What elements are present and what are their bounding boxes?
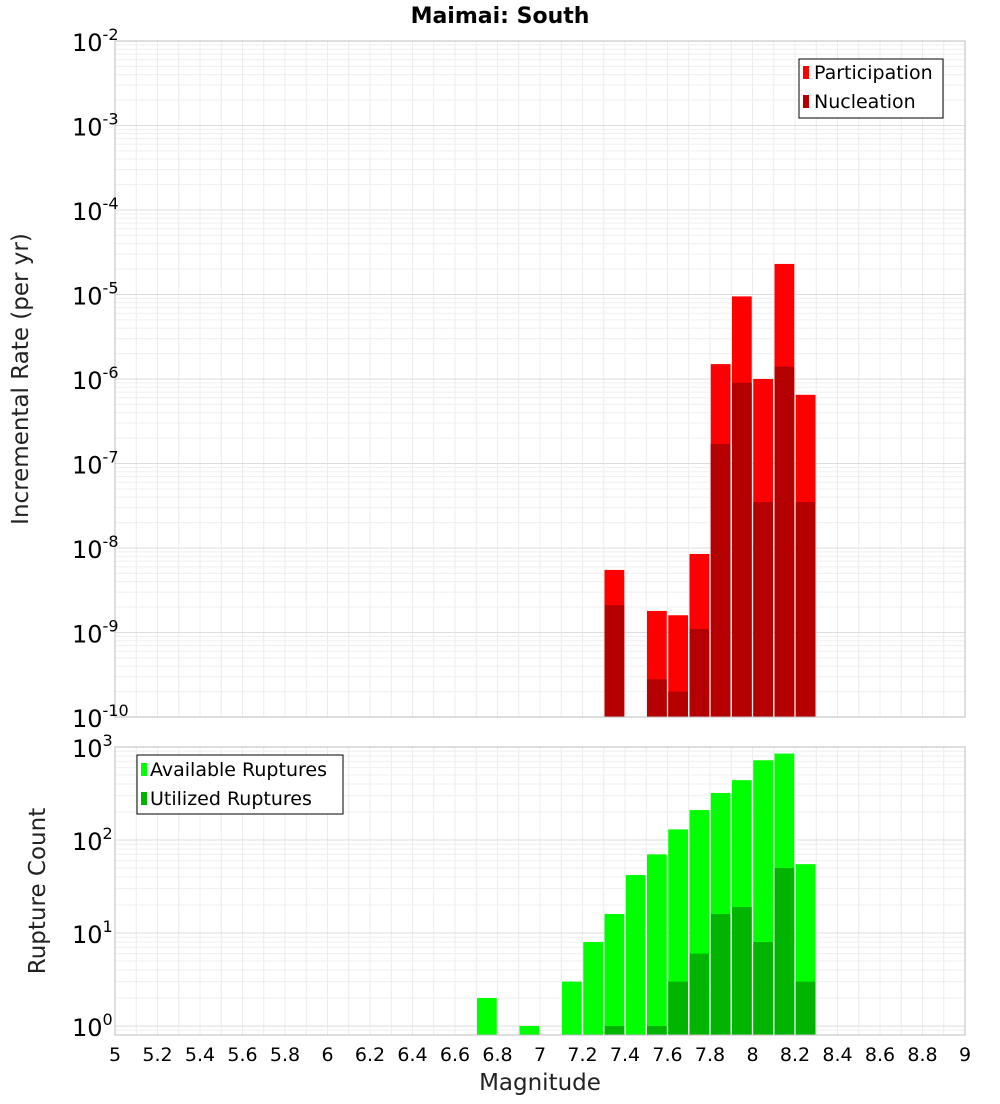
- x-tick-label: 5: [109, 1044, 121, 1066]
- count-bar-series-a: [562, 981, 582, 1035]
- count-bar-series-a: [647, 854, 667, 1035]
- rate-bar-series-b: [774, 366, 795, 717]
- x-tick-label: 6.4: [397, 1044, 427, 1066]
- count-bar-series-b: [604, 1025, 625, 1035]
- x-axis-ticks: 5 5.2 5.4 5.6 5.8 6 6.2 6.4 6.6 6.8 7 7.2 7.4 7.6 7.8 8…: [109, 1044, 971, 1066]
- y-tick-label: 10-6: [72, 363, 119, 395]
- count-plot-frame: [114, 746, 966, 1036]
- legend-label-nucleation: Nucleation: [814, 91, 916, 113]
- count-bar-series-b: [753, 942, 773, 1035]
- x-tick-label: 9: [959, 1044, 971, 1066]
- y-tick-label: 10-5: [72, 279, 119, 311]
- rate-plot-y-ticks: 10-10 10-9 10-8 10-7 10-6 10-5 10-4 10-3 10-2: [72, 25, 129, 733]
- count-bar-series-b: [732, 907, 752, 1035]
- rate-bar-series-b: [795, 502, 816, 717]
- x-tick-label: 8.2: [780, 1044, 810, 1066]
- count-legend-box: [136, 754, 344, 815]
- rate-bar-series-b: [732, 382, 752, 717]
- x-tick-label: 8.4: [822, 1044, 852, 1066]
- count-plot-y-ticks: 100 101 102 103: [72, 731, 113, 1042]
- x-tick-label: 7.4: [610, 1044, 640, 1066]
- x-tick-label: 8: [746, 1044, 758, 1066]
- rate-bar-series-b: [689, 629, 710, 717]
- x-tick-label: 7: [534, 1044, 546, 1066]
- legend-swatch-utilized: [141, 792, 147, 805]
- y-tick-label: 10-7: [72, 448, 119, 480]
- rate-bar-series-b: [710, 444, 731, 717]
- count-plot-bars: [477, 753, 816, 1035]
- y-tick-label: 10-3: [72, 110, 119, 142]
- y-tick-label: 101: [72, 917, 113, 949]
- y-tick-label: 100: [72, 1010, 113, 1042]
- y-tick-label: 10-2: [72, 25, 119, 57]
- count-plot-y-label: Rupture Count: [25, 808, 51, 974]
- count-plot-legend: Available Ruptures Utilized Ruptures: [136, 754, 344, 815]
- rate-bar-series-b: [753, 502, 773, 717]
- count-bar-series-b: [668, 981, 688, 1035]
- x-tick-label: 5.4: [185, 1044, 215, 1066]
- count-bar-series-b: [795, 981, 816, 1035]
- count-bar-series-a: [519, 1025, 540, 1035]
- legend-label-participation: Participation: [814, 62, 933, 84]
- rate-bar-series-b: [647, 679, 667, 717]
- rate-plot-bars: [604, 263, 816, 717]
- legend-swatch-nucleation: [803, 95, 809, 108]
- rate-plot-y-label: Incremental Rate (per yr): [8, 233, 34, 525]
- rate-legend-box: [798, 58, 944, 119]
- x-tick-label: 7.2: [567, 1044, 597, 1066]
- legend-swatch-available: [141, 763, 147, 776]
- count-bar-series-a: [477, 997, 497, 1035]
- rate-bar-series-b: [604, 605, 625, 717]
- rate-plot-legend: Participation Nucleation: [798, 58, 944, 119]
- x-tick-label: 8.6: [865, 1044, 895, 1066]
- count-bar-series-b: [710, 914, 731, 1035]
- y-tick-label: 10-8: [72, 532, 119, 564]
- y-tick-label: 10-9: [72, 617, 119, 649]
- rate-bar-series-b: [668, 691, 688, 717]
- count-bar-series-a: [604, 914, 625, 1035]
- count-bar-series-b: [647, 1025, 667, 1035]
- x-tick-label: 8.8: [907, 1044, 937, 1066]
- x-tick-label: 6: [321, 1044, 333, 1066]
- x-tick-label: 6.2: [355, 1044, 385, 1066]
- legend-label-available: Available Ruptures: [150, 759, 327, 781]
- x-tick-label: 7.6: [652, 1044, 682, 1066]
- y-tick-label: 10-4: [72, 194, 119, 226]
- y-tick-label: 103: [72, 731, 113, 763]
- x-tick-label: 6.6: [440, 1044, 470, 1066]
- count-bar-series-b: [774, 867, 795, 1035]
- rate-plot-grid: [114, 41, 966, 718]
- legend-swatch-participation: [803, 66, 809, 79]
- x-tick-label: 6.8: [482, 1044, 512, 1066]
- x-tick-label: 5.6: [227, 1044, 257, 1066]
- legend-label-utilized: Utilized Ruptures: [150, 788, 312, 810]
- x-tick-label: 5.2: [142, 1044, 172, 1066]
- x-tick-label: 5.8: [270, 1044, 300, 1066]
- y-tick-label: 102: [72, 824, 113, 856]
- x-axis-label: Magnitude: [479, 1070, 601, 1096]
- y-tick-label: 10-10: [72, 701, 129, 733]
- count-bar-series-a: [583, 942, 603, 1035]
- x-tick-label: 7.8: [695, 1044, 725, 1066]
- count-bar-series-b: [689, 953, 710, 1035]
- rate-plot-frame: [114, 40, 966, 718]
- count-bar-series-a: [625, 875, 646, 1035]
- chart-title: Maimai: South: [411, 4, 590, 29]
